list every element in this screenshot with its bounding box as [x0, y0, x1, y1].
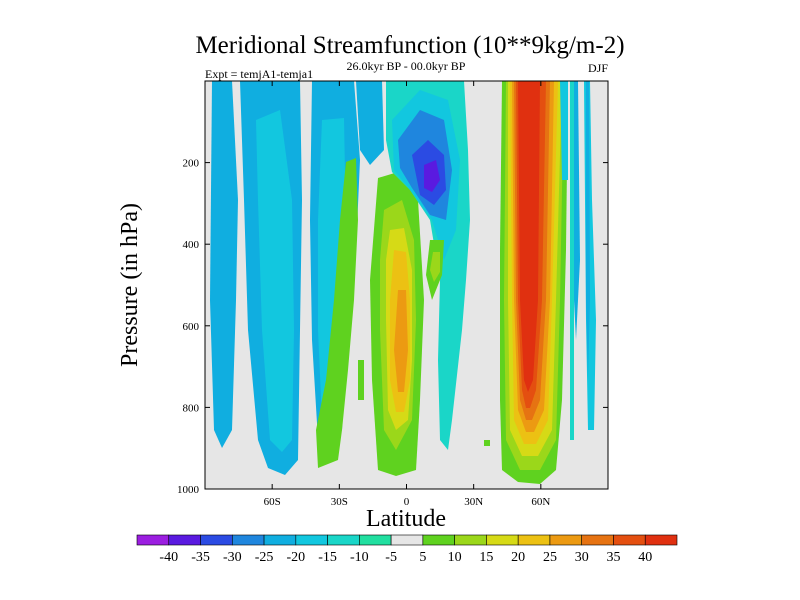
x-tick-label: 30S — [331, 496, 348, 508]
colorbar-swatch — [359, 534, 392, 546]
contour-region — [484, 440, 490, 446]
axis-ticks: 60S 30S 0 30N 60N 200 400 600 800 1000 — [177, 81, 608, 508]
colorbar-label: 25 — [543, 550, 557, 565]
colorbar-label: 20 — [511, 550, 525, 565]
contour-region — [210, 81, 238, 448]
plot-area: 60S 30S 0 30N 60N 200 400 600 800 1000 — [177, 80, 609, 508]
colorbar-swatch — [327, 534, 360, 546]
season-label: DJF — [588, 61, 608, 75]
x-axis-label: Latitude — [366, 506, 446, 532]
colorbar-label: 30 — [575, 550, 589, 565]
colorbar-label: -30 — [223, 550, 242, 565]
contour-region — [356, 81, 384, 165]
y-tick-label: 400 — [183, 239, 200, 251]
contour-region — [316, 158, 358, 468]
contour-region — [570, 81, 574, 440]
experiment-label: Expt = temjA1-temja1 — [205, 67, 313, 81]
colorbar: -40 -35 -30 -25 -20 -15 -10 -5 5 10 15 20 25 30 35 40 — [136, 534, 678, 565]
colorbar-swatch — [549, 534, 583, 546]
colorbar-swatch — [200, 534, 233, 546]
colorbar-swatch — [422, 534, 455, 546]
y-tick-label: 600 — [183, 321, 200, 333]
colorbar-label: 15 — [479, 550, 493, 565]
contour-region — [318, 118, 346, 420]
colorbar-label: -25 — [255, 550, 274, 565]
colorbar-label: -15 — [318, 550, 337, 565]
y-tick-label: 800 — [183, 402, 200, 414]
colorbar-swatch — [136, 534, 170, 546]
y-tick-label: 200 — [183, 158, 200, 170]
colorbar-swatch — [390, 534, 424, 546]
contour-region — [358, 360, 364, 400]
colorbar-swatch — [168, 534, 201, 546]
y-axis-label: Pressure (in hPa) — [117, 203, 143, 367]
colorbar-label: -5 — [385, 550, 397, 565]
contour-fills — [210, 81, 596, 484]
colorbar-label: -40 — [159, 550, 178, 565]
y-tick-label: 1000 — [177, 484, 200, 496]
period-label: 26.0kyr BP - 00.0kyr BP — [347, 59, 466, 73]
colorbar-swatch — [644, 534, 678, 546]
x-tick-label: 30N — [464, 496, 483, 508]
contour-region — [586, 81, 590, 380]
contour-region — [518, 81, 540, 392]
x-tick-label: 60S — [264, 496, 281, 508]
colorbar-swatch — [454, 534, 487, 546]
colorbar-swatch — [486, 534, 519, 546]
colorbar-swatch — [517, 534, 551, 546]
colorbar-label: 10 — [448, 550, 462, 565]
colorbar-label: 40 — [638, 550, 652, 565]
colorbar-swatch — [231, 534, 265, 546]
colorbar-swatch — [581, 534, 614, 546]
contour-region — [560, 81, 568, 180]
colorbar-swatch — [613, 534, 646, 546]
colorbar-label: -10 — [350, 550, 369, 565]
chart-title: Meridional Streamfunction (10**9kg/m-2) — [195, 32, 624, 59]
colorbar-swatch — [295, 534, 328, 546]
colorbar-swatch — [263, 534, 297, 546]
contour-region — [256, 110, 294, 452]
contour-region — [430, 252, 440, 282]
x-tick-label: 60N — [531, 496, 550, 508]
colorbar-label: 35 — [606, 550, 620, 565]
contour-region — [424, 160, 440, 192]
colorbar-label: -35 — [191, 550, 210, 565]
contour-region — [394, 290, 408, 392]
x-tick-label: 0 — [404, 496, 410, 508]
colorbar-label: -20 — [286, 550, 305, 565]
colorbar-label: 5 — [419, 550, 426, 565]
